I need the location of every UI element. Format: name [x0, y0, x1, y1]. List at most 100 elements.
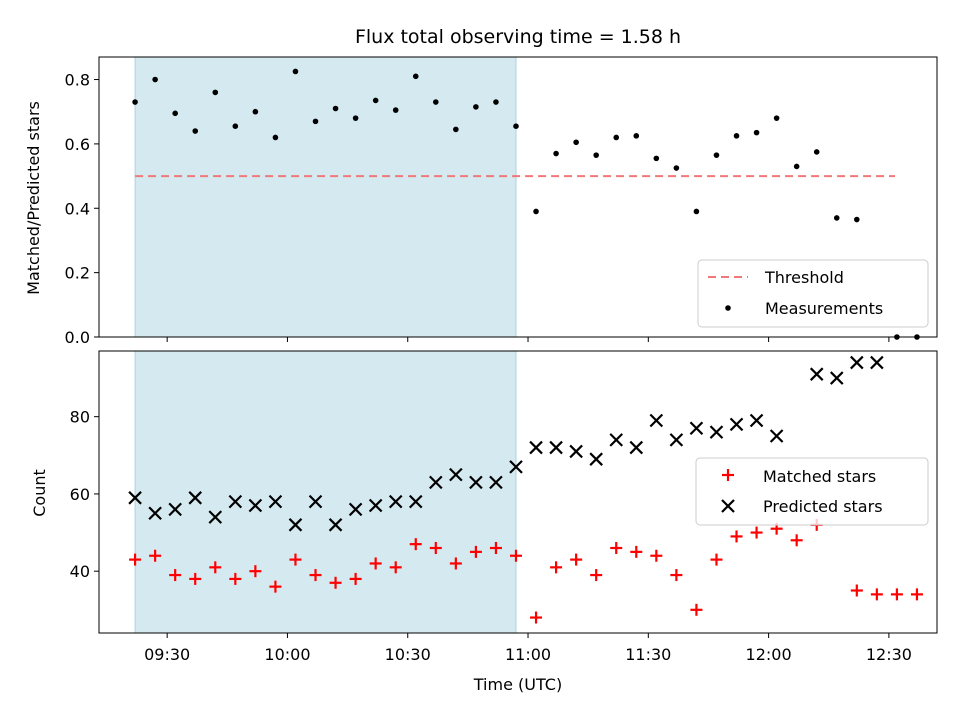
y-tick-label: 0.0 — [65, 328, 90, 347]
matched-star-point — [509, 549, 522, 562]
measurement-point — [753, 129, 760, 136]
predicted-star-point — [669, 433, 684, 447]
x-axis-label: Time (UTC) — [473, 675, 562, 694]
chart-title: Flux total observing time = 1.58 h — [355, 26, 681, 48]
measurement-point — [693, 208, 700, 215]
predicted-star-point — [509, 460, 523, 474]
observing-span-shade-bottom — [135, 351, 516, 633]
predicted-star-point — [829, 371, 844, 385]
count-legend: Matched stars Predicted stars — [695, 457, 929, 526]
measurement-point — [453, 126, 459, 133]
matched-star-point — [469, 545, 482, 558]
predicted-star-point — [128, 491, 142, 505]
measurement-point — [493, 99, 499, 105]
count-points — [128, 355, 923, 624]
measurement-point — [713, 152, 720, 158]
matched-star-point — [670, 569, 683, 582]
matched-star-point — [690, 603, 703, 616]
matched-star-point — [530, 611, 543, 624]
matched-star-point — [590, 569, 603, 582]
measurement-point — [372, 97, 379, 104]
matched-star-point — [790, 534, 803, 547]
count-y-ticks: 40 60 80 — [70, 408, 99, 581]
matched-star-point — [489, 542, 502, 555]
matched-star-point — [650, 549, 663, 562]
ratio-panel-frame — [98, 56, 938, 338]
legend-predicted-swatch — [721, 499, 735, 513]
matched-star-point — [229, 572, 242, 585]
x-tick-label: 10:00 — [264, 645, 310, 664]
ratio-panel: 0.00.20.40.60.8 Matched/Predicted stars … — [24, 56, 938, 347]
predicted-star-point — [489, 475, 503, 490]
measurement-point — [553, 150, 559, 157]
matched-star-point — [710, 553, 723, 566]
measurement-point — [793, 163, 800, 170]
measurement-point — [292, 68, 299, 75]
measurement-point — [232, 123, 239, 129]
predicted-star-point — [449, 467, 463, 482]
y-tick-label: 0.4 — [65, 199, 90, 218]
predicted-star-point — [870, 355, 884, 370]
predicted-star-point — [148, 506, 162, 521]
count-panel-frame — [98, 350, 938, 634]
count-x-ticks: 09:30 10:00 10:30 11:00 11:30 12:00 12:30 — [144, 633, 912, 664]
measurement-point — [573, 139, 579, 146]
matched-star-point — [389, 561, 402, 574]
measurement-point — [352, 115, 359, 121]
x-tick-label: 12:30 — [866, 645, 912, 664]
predicted-star-point — [709, 425, 724, 439]
predicted-star-point — [729, 417, 744, 432]
legend-measurements-label: Measurements — [765, 299, 883, 318]
legend-measurements-swatch — [725, 305, 731, 311]
predicted-star-point — [248, 498, 263, 513]
predicted-star-point — [268, 494, 283, 509]
matched-star-point — [289, 553, 302, 566]
matched-star-point — [329, 576, 342, 589]
matched-star-point — [189, 572, 202, 585]
predicted-star-point — [368, 498, 383, 513]
predicted-star-point — [769, 429, 784, 443]
ratio-x-ticks — [166, 337, 890, 342]
measurement-point — [773, 115, 780, 121]
measurement-point — [733, 133, 740, 139]
measurement-point — [192, 128, 199, 134]
measurement-points — [132, 68, 920, 340]
legend-matched-swatch — [722, 469, 734, 481]
x-tick-label: 10:30 — [385, 645, 431, 664]
predicted-star-point — [408, 494, 423, 509]
measurement-point — [833, 215, 840, 221]
matched-star-point — [910, 588, 923, 601]
matched-star-point — [149, 549, 162, 562]
measurement-point — [653, 155, 660, 162]
predicted-star-point — [549, 440, 563, 455]
predicted-star-point — [328, 518, 343, 532]
predicted-star-point — [749, 413, 764, 428]
count-y-axis-label: Count — [30, 469, 49, 517]
predicted-star-point — [629, 440, 644, 455]
predicted-star-point — [288, 518, 303, 532]
ratio-legend: Threshold Measurements — [697, 259, 929, 328]
measurement-point — [613, 134, 620, 141]
predicted-star-point — [850, 355, 864, 370]
measurement-point — [473, 104, 479, 110]
ratio-y-ticks: 0.0 0.2 0.4 0.6 0.8 — [65, 71, 99, 347]
predicted-star-point — [589, 452, 603, 466]
ratio-y-axis-label: Matched/Predicted stars — [24, 101, 43, 295]
predicted-star-point — [388, 494, 403, 509]
predicted-star-point — [529, 440, 543, 455]
matched-star-point — [169, 569, 182, 582]
matched-star-point — [409, 538, 422, 551]
matched-star-point — [550, 561, 563, 574]
predicted-star-point — [569, 444, 583, 459]
legend-matched-label: Matched stars — [763, 467, 876, 486]
matched-star-point — [870, 588, 883, 601]
matched-star-point — [209, 561, 222, 574]
measurement-point — [212, 89, 219, 96]
predicted-star-point — [228, 494, 243, 509]
x-tick-label: 12:00 — [746, 645, 792, 664]
predicted-star-point — [689, 421, 704, 436]
x-tick-label: 11:00 — [505, 645, 551, 664]
matched-star-point — [309, 569, 322, 582]
matched-star-point — [449, 557, 462, 570]
